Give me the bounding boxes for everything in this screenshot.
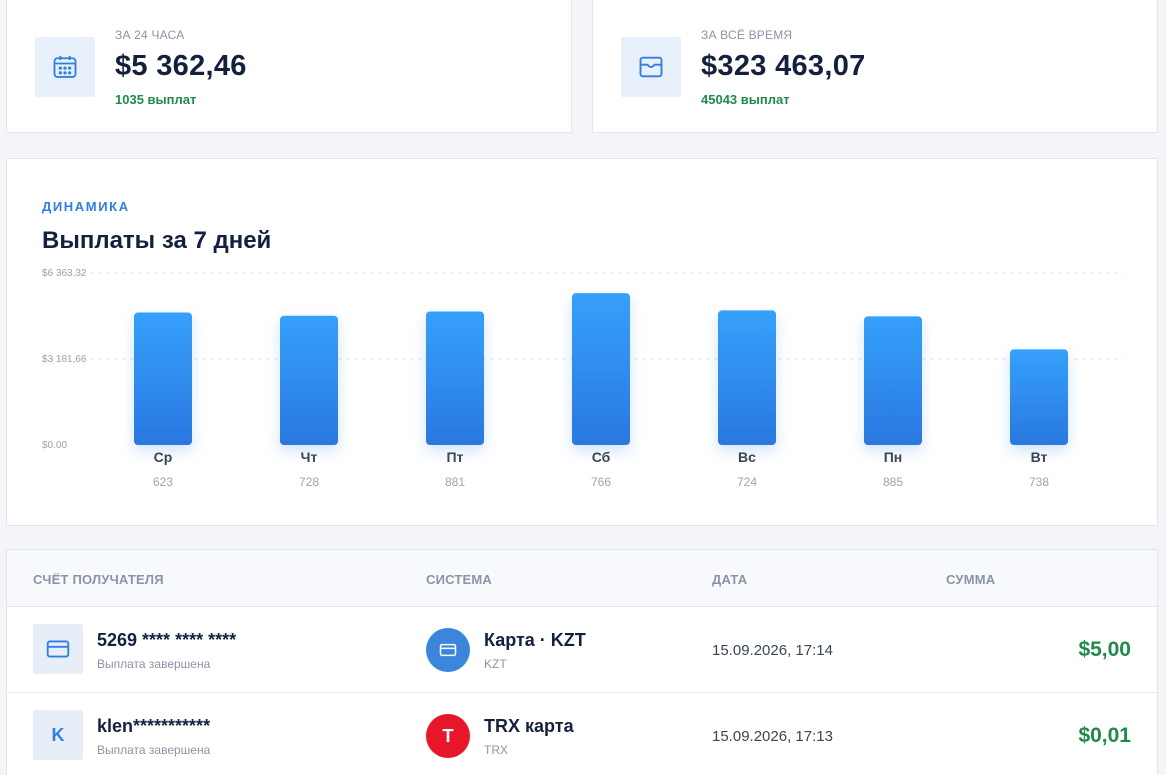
payouts-bar-chart: $0.00 $3 181,66 $6 363,32 Ср 623 Чт 728 Пт 881 Сб… bbox=[42, 268, 1123, 489]
bar-count-label: 766 bbox=[591, 475, 611, 489]
chart-bar bbox=[864, 316, 922, 445]
x-tick-label: Вс bbox=[738, 449, 756, 465]
x-tick-label: Пт bbox=[447, 449, 464, 465]
column-header-date: ДАТА bbox=[712, 572, 748, 587]
payout-status: Выплата завершена bbox=[97, 657, 211, 671]
bar-count-label: 623 bbox=[153, 475, 173, 489]
chart-eyebrow: ДИНАМИКА bbox=[42, 199, 130, 214]
y-tick-label: $0.00 bbox=[42, 440, 67, 451]
y-tick-label: $6 363,32 bbox=[42, 268, 87, 279]
stat-payouts-count: 1035 выплат bbox=[115, 92, 197, 107]
stat-label: ЗА 24 ЧАСА bbox=[115, 28, 185, 42]
stat-value: $323 463,07 bbox=[701, 50, 866, 82]
account-number: 5269 **** **** **** bbox=[97, 630, 237, 650]
chart-bar bbox=[572, 293, 630, 445]
table-row[interactable]: K klen*********** Выплата завершена T TR… bbox=[7, 693, 1157, 775]
chart-bar bbox=[280, 315, 338, 445]
y-tick-label: $3 181,66 bbox=[42, 354, 87, 365]
payout-status: Выплата завершена bbox=[97, 743, 211, 757]
chart-bar bbox=[134, 312, 192, 445]
stat-payouts-count: 45043 выплат bbox=[701, 92, 790, 107]
payout-amount: $5,00 bbox=[1078, 638, 1131, 661]
stat-value: $5 362,46 bbox=[115, 50, 247, 82]
payout-amount: $0,01 bbox=[1078, 724, 1131, 747]
payouts-table: СЧЁТ ПОЛУЧАТЕЛЯ СИСТЕМА ДАТА СУММА 5269 … bbox=[6, 549, 1158, 775]
chart-bar bbox=[426, 311, 484, 445]
payout-date: 15.09.2026, 17:13 bbox=[712, 728, 833, 745]
x-tick-label: Чт bbox=[301, 449, 318, 465]
bar-count-label: 728 bbox=[299, 475, 319, 489]
account-number: klen*********** bbox=[97, 716, 211, 736]
tron-icon: T bbox=[426, 714, 470, 758]
wallet-icon bbox=[621, 37, 681, 97]
column-header-amount: СУММА bbox=[946, 572, 996, 587]
system-currency: TRX bbox=[484, 743, 508, 757]
card-icon bbox=[33, 624, 83, 674]
stat-card-all-time: ЗА ВСЁ ВРЕМЯ $323 463,07 45043 выплат bbox=[592, 0, 1158, 133]
calendar-icon bbox=[35, 37, 95, 97]
bar-count-label: 724 bbox=[737, 475, 757, 489]
bar-count-label: 881 bbox=[445, 475, 465, 489]
column-header-system: СИСТЕМА bbox=[426, 572, 493, 587]
letter-k-icon: K bbox=[33, 710, 83, 760]
x-tick-label: Пн bbox=[884, 449, 903, 465]
column-header-account: СЧЁТ ПОЛУЧАТЕЛЯ bbox=[33, 572, 164, 587]
system-name: Карта · KZT bbox=[484, 630, 586, 650]
payouts-chart-card: $0.00 $3 181,66 $6 363,32 Ср 623 Чт 728 Пт 881 Сб… bbox=[6, 158, 1158, 526]
card-icon bbox=[426, 628, 470, 672]
x-tick-label: Ср bbox=[154, 449, 173, 465]
bar-count-label: 885 bbox=[883, 475, 903, 489]
table-row[interactable]: 5269 **** **** **** Выплата завершена Ка… bbox=[7, 607, 1157, 693]
stat-card-24h: ЗА 24 ЧАСА $5 362,46 1035 выплат bbox=[6, 0, 572, 133]
x-tick-label: Вт bbox=[1031, 449, 1048, 465]
bar-count-label: 738 bbox=[1029, 475, 1049, 489]
chart-bar bbox=[1010, 349, 1068, 445]
x-tick-label: Сб bbox=[592, 449, 611, 465]
payout-date: 15.09.2026, 17:14 bbox=[712, 642, 833, 659]
chart-title: Выплаты за 7 дней bbox=[42, 227, 272, 254]
table-header: СЧЁТ ПОЛУЧАТЕЛЯ СИСТЕМА ДАТА СУММА bbox=[7, 550, 1157, 607]
system-currency: KZT bbox=[484, 657, 507, 671]
system-name: TRX карта bbox=[484, 716, 574, 736]
stat-label: ЗА ВСЁ ВРЕМЯ bbox=[701, 28, 793, 42]
chart-bar bbox=[718, 310, 776, 445]
